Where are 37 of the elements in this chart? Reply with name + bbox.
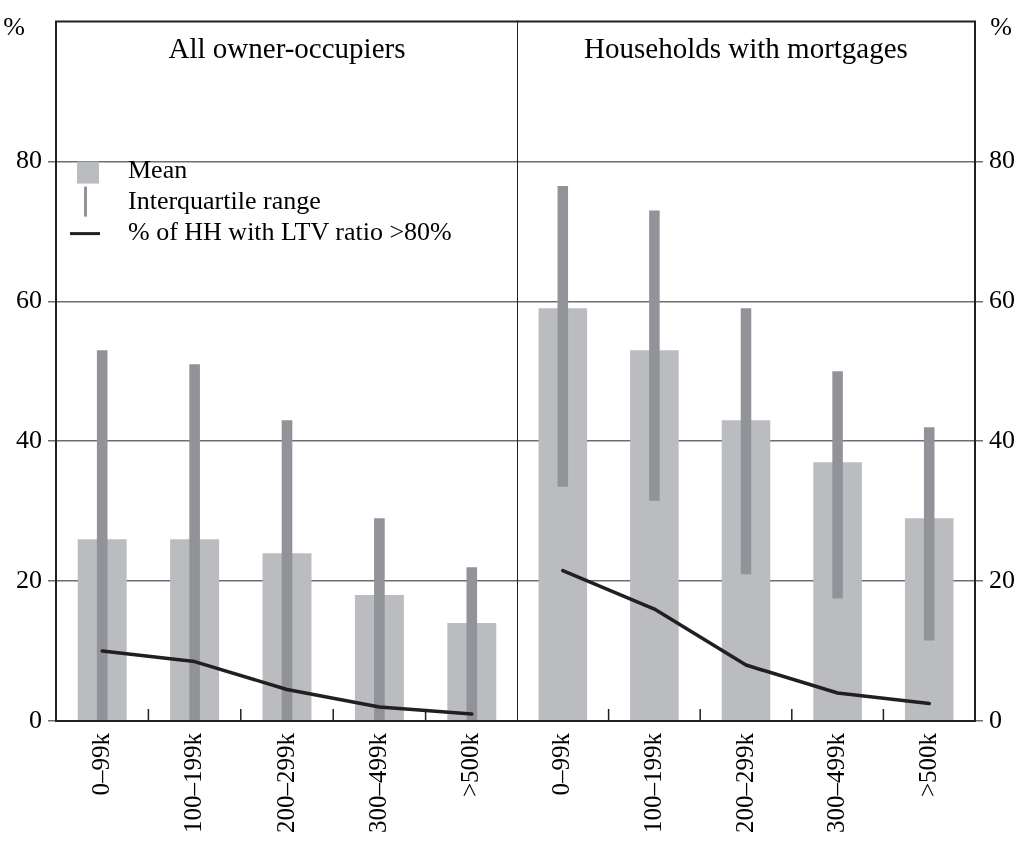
chart-title: All owner-occupiers	[168, 31, 406, 64]
bar	[374, 518, 385, 721]
y2-tick-label: 80	[989, 145, 1015, 175]
x-tick-label: >500k	[456, 732, 484, 798]
bar	[649, 210, 660, 501]
x-tick-label: 200–299k	[271, 732, 299, 833]
x-tick-label: 100–199k	[179, 732, 207, 833]
bar	[466, 567, 478, 721]
y-tick-label: 80	[16, 145, 42, 175]
legend-label: Interquartile range	[128, 186, 321, 216]
legend-label: % of HH with LTV ratio >80%	[128, 217, 452, 247]
y2-tick-label: 40	[989, 425, 1015, 455]
y-tick-label: 20	[16, 564, 42, 594]
y2-axis-title: %	[990, 12, 1012, 42]
chart-title: Households with mortgages	[584, 31, 908, 64]
bar	[96, 350, 108, 721]
x-tick-label: 300–499k	[822, 732, 850, 833]
y-axis-title: %	[3, 12, 25, 42]
x-tick-label: 300–499k	[363, 732, 391, 833]
bar	[189, 364, 200, 721]
bar	[740, 308, 752, 575]
bar	[923, 427, 935, 641]
x-tick-label: 200–299k	[730, 732, 758, 833]
y-tick-label: 40	[16, 425, 42, 455]
x-tick-label: 0–99k	[547, 732, 575, 796]
y-tick-label: 0	[29, 704, 42, 734]
legend-label: Mean	[128, 155, 188, 185]
y2-tick-label: 0	[989, 704, 1002, 734]
y2-tick-label: 60	[989, 285, 1015, 315]
bar	[557, 185, 569, 487]
x-tick-label: 0–99k	[86, 732, 114, 796]
y-tick-label: 60	[16, 285, 42, 315]
x-tick-label: >500k	[913, 732, 941, 798]
y2-tick-label: 20	[989, 564, 1015, 594]
bar	[281, 420, 293, 721]
bar	[832, 371, 843, 599]
x-tick-label: 100–199k	[638, 732, 666, 833]
